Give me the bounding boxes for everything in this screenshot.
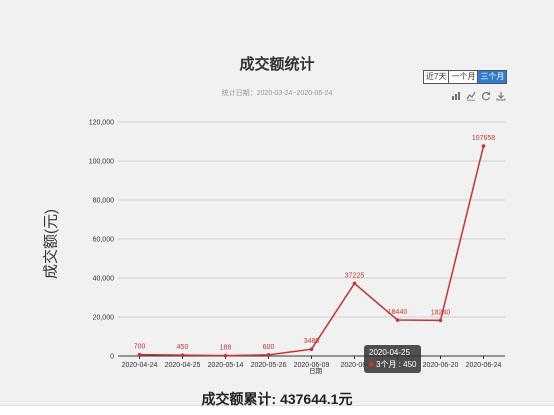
y-tick-label: 60,000 [93, 237, 115, 244]
date-range-selector: 近7天 一个月 三个月 [423, 70, 508, 84]
chart-title: 成交额统计 [239, 56, 315, 73]
data-point [309, 347, 314, 352]
data-label: 600 [263, 344, 275, 351]
bar-chart-icon[interactable] [451, 91, 461, 101]
y-tick-label: 0 [110, 354, 114, 361]
y-tick-label: 20,000 [93, 315, 115, 322]
chart-panel: 成交额统计 统计日期：2020-03-24~2020-06-24 近7天 一个月… [0, 0, 554, 406]
range-7-days-button[interactable]: 近7天 [424, 71, 450, 83]
x-axis-title: 日期 [309, 367, 323, 375]
line-chart: 0 20,000 40,000 60,000 80,000 100,000 120,000 2… [89, 120, 505, 375]
x-tick-label: 2020-05-14 [208, 362, 244, 369]
data-point [180, 353, 185, 357]
data-point [137, 352, 142, 357]
data-tooltip: 2020-04-25 3个月 : 450 [364, 345, 422, 373]
data-label: 37225 [345, 272, 365, 279]
x-tick-label: 2020-04-24 [122, 362, 158, 369]
series-line [139, 145, 485, 357]
x-tick-label: 2020-04-25 [165, 362, 201, 369]
y-tick-label: 80,000 [93, 198, 115, 205]
data-point [395, 318, 400, 322]
x-tick-label: 2020-06-20 [423, 362, 459, 369]
tooltip-value: 3个月 : 450 [376, 360, 417, 369]
tooltip-date: 2020-04-25 [369, 348, 410, 357]
series-dot-icon [369, 362, 374, 367]
data-point [481, 144, 486, 148]
data-point [438, 318, 443, 323]
refresh-icon[interactable] [481, 91, 491, 101]
x-tick-label: 2020-06-24 [466, 362, 502, 369]
x-tick-label: 2020-06-09 [294, 362, 330, 369]
y-tick-label: 100,000 [89, 159, 114, 166]
chart-subtitle: 统计日期：2020-03-24~2020-06-24 [221, 90, 333, 97]
data-label: 3480 [304, 338, 320, 345]
tooltip-value-row: 3个月 : 450 [369, 359, 416, 371]
line-chart-icon[interactable] [466, 91, 476, 101]
data-point [352, 281, 357, 286]
data-label: 450 [177, 344, 189, 351]
data-point [223, 353, 228, 358]
total-summary: 成交额累计: 437644.1元 [201, 391, 353, 407]
data-label: 18440 [388, 309, 408, 316]
chart-toolbox [451, 91, 506, 101]
data-point [266, 353, 271, 357]
data-label: 18240 [431, 309, 451, 316]
data-label: 107658 [472, 135, 495, 142]
data-label: 188 [220, 345, 232, 352]
download-icon[interactable] [496, 91, 506, 101]
x-tick-label: 2020-06- [340, 362, 369, 369]
range-3-months-button[interactable]: 三个月 [478, 71, 507, 83]
y-tick-label: 40,000 [93, 276, 115, 283]
data-label: 700 [134, 344, 146, 351]
y-tick-label: 120,000 [89, 120, 114, 127]
x-tick-label: 2020-05-26 [251, 362, 287, 369]
range-1-month-button[interactable]: 一个月 [449, 71, 479, 83]
